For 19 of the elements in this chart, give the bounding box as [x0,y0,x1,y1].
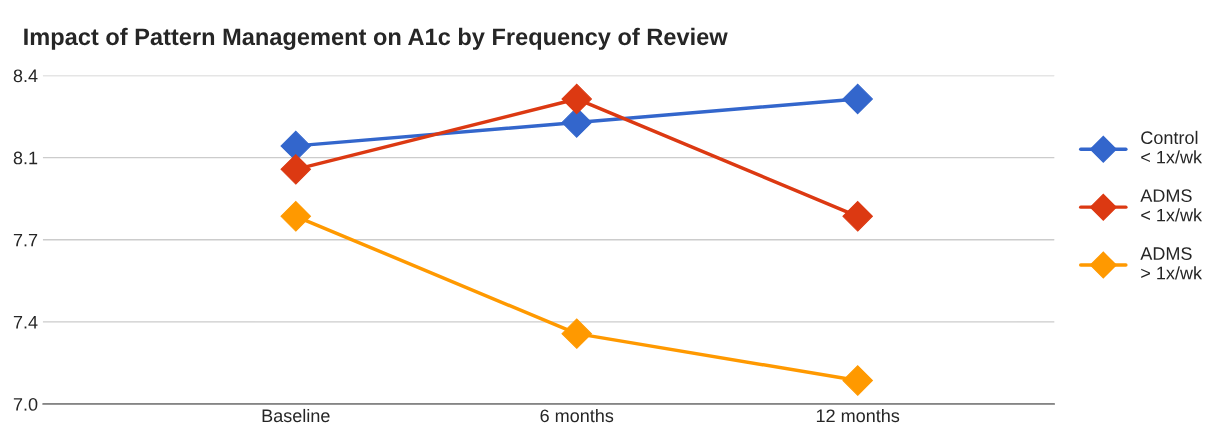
x-tick-label: 6 months [540,408,614,423]
y-tick-label: 8.4 [13,69,38,83]
x-tick-label: Baseline [262,408,330,423]
point [280,201,312,232]
y-tick-label: 8.1 [13,151,38,165]
y-tick-label: 7.0 [13,397,38,411]
y-tick-label: 7.4 [13,316,38,329]
point [561,83,592,115]
point [561,318,592,349]
chart-title: Impact of Pattern Management on A1c by Frequency of Review [24,27,728,50]
legend-label: Control < 1x/wk [1141,130,1203,164]
point [842,83,873,115]
point [842,365,873,396]
point [842,201,873,232]
point [280,154,312,185]
legend-label: ADMS < 1x/wk [1140,189,1203,222]
x-tick-label: 12 months [816,408,900,423]
y-tick-label: 7.7 [13,233,38,247]
legend-label: ADMS > 1x/wk [1140,247,1203,280]
